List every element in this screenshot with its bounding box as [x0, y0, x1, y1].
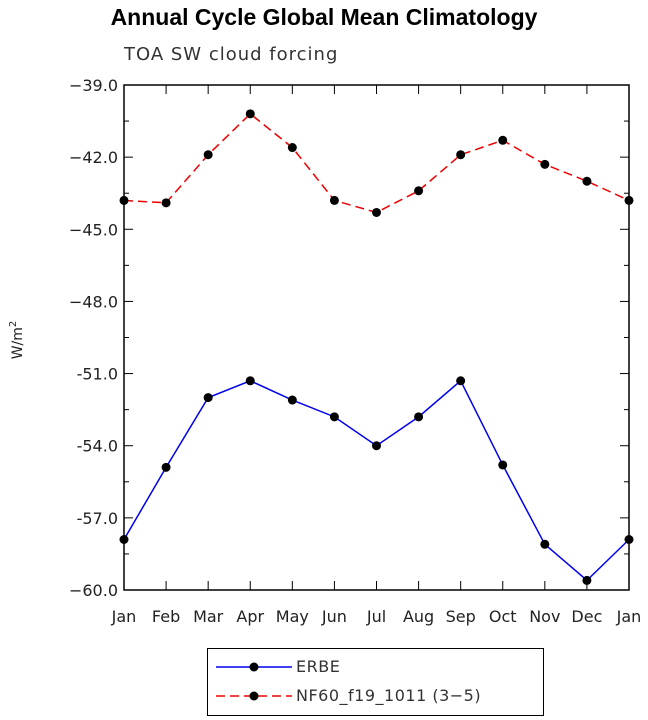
x-tick-label: Jul [366, 607, 386, 626]
y-tick-label: −42.0 [69, 148, 118, 167]
y-tick-label: -51.0 [77, 365, 118, 384]
series-0-point [372, 441, 381, 451]
y-tick-label: -57.0 [77, 509, 118, 528]
series-0-point [624, 535, 634, 544]
series-1-point [203, 150, 213, 160]
series-1-point [414, 186, 424, 196]
y-axis-label: W/m2 [8, 321, 26, 360]
series-0-point [161, 462, 171, 472]
plot-frame [123, 84, 630, 591]
legend-item-model: NF60_f19_1011 (3−5) [208, 682, 543, 712]
x-tick-label: Jan [111, 607, 137, 626]
x-tick-label: Apr [236, 607, 264, 626]
series-line-0 [123, 379, 630, 582]
x-tick-label: Jun [321, 607, 347, 626]
series-1-point [329, 195, 339, 205]
x-tick-label: Mar [193, 607, 224, 626]
series-0-point [245, 376, 255, 386]
y-tick-label: −45.0 [69, 220, 118, 239]
series-1-point [372, 207, 381, 217]
series-1-point [624, 195, 634, 205]
y-tick-label: -54.0 [77, 437, 118, 456]
x-tick-label: Aug [403, 607, 434, 626]
series-1-point [456, 150, 466, 160]
series-0-point [119, 535, 129, 544]
series-0-point [203, 393, 213, 403]
y-tick-label: −39.0 [69, 76, 118, 95]
x-tick-label: Dec [571, 607, 602, 626]
chart-title: Annual Cycle Global Mean Climatology [110, 4, 538, 30]
y-tick-label: −60.0 [69, 581, 118, 600]
series-1-point [161, 198, 171, 208]
legend-swatch-erbe [216, 662, 292, 672]
y-tick-label: −48.0 [69, 292, 118, 311]
x-tick-label: Nov [529, 607, 560, 626]
legend-swatch-model [216, 691, 292, 701]
chart-subtitle: TOA SW cloud forcing [124, 44, 339, 65]
legend: ERBE NF60_f19_1011 (3−5) [207, 648, 544, 716]
x-tick-label: Sep [446, 607, 476, 626]
series-0-point [540, 539, 550, 549]
series-1-point [582, 176, 592, 186]
series-line-1 [123, 112, 630, 214]
x-tick-label: May [276, 607, 309, 626]
series-0-point [287, 395, 297, 405]
series-1-point [245, 109, 255, 119]
series-1-point [540, 159, 550, 169]
series-0-point [456, 376, 466, 386]
series-0-point [329, 412, 339, 422]
series-1-point [287, 143, 297, 153]
legend-label-erbe: ERBE [296, 657, 341, 676]
series-1-point [498, 135, 508, 145]
x-tick-label: Oct [489, 607, 517, 626]
line-chart: −39.0 −42.0 −45.0 −48.0 -51.0 -54.0 -57.0 −60.0… [8, 76, 642, 626]
x-tick-label: Feb [152, 607, 180, 626]
legend-item-erbe: ERBE [208, 653, 543, 683]
legend-label-model: NF60_f19_1011 (3−5) [296, 686, 482, 705]
series-0-point [498, 460, 508, 470]
x-tick-label: Jan [616, 607, 642, 626]
series-0-point [414, 412, 424, 422]
series-1-point [119, 195, 129, 205]
series-0-point [582, 575, 592, 585]
